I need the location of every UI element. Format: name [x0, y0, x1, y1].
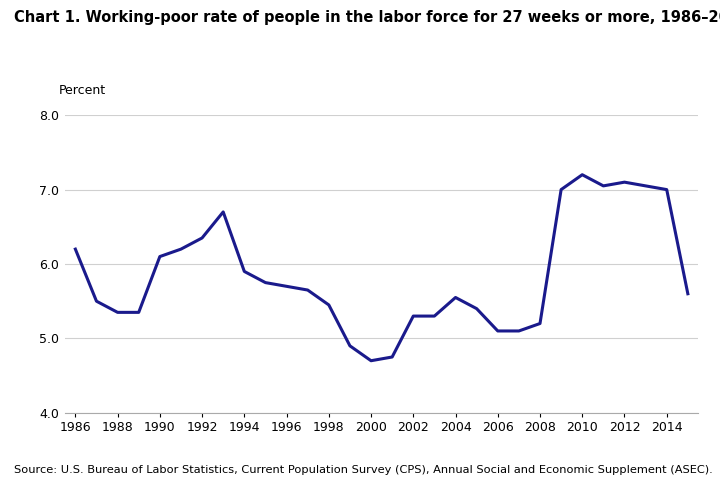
Text: Chart 1. Working-poor rate of people in the labor force for 27 weeks or more, 19: Chart 1. Working-poor rate of people in … — [14, 10, 720, 24]
Text: Source: U.S. Bureau of Labor Statistics, Current Population Survey (CPS), Annual: Source: U.S. Bureau of Labor Statistics,… — [14, 465, 713, 475]
Text: Percent: Percent — [58, 84, 106, 97]
